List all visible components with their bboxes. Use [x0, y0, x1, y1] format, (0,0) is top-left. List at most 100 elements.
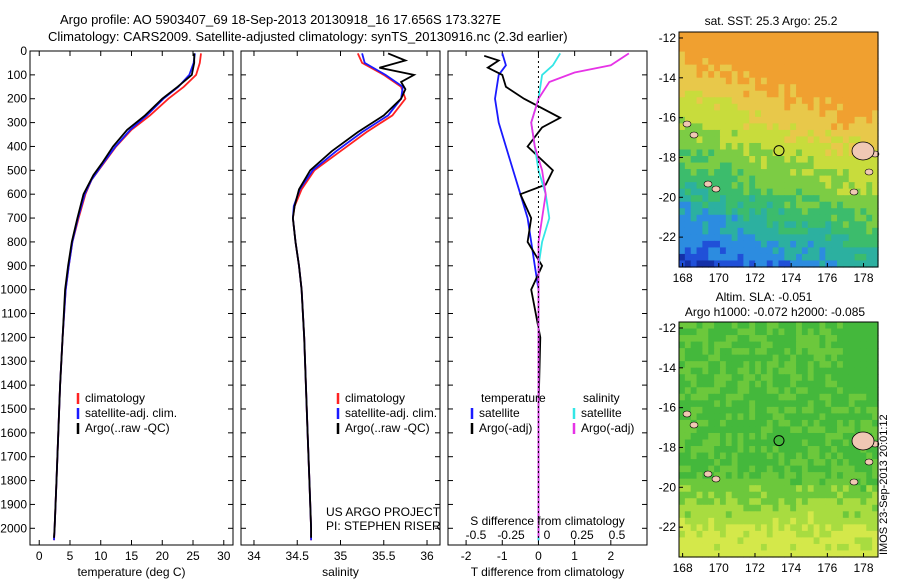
sla_map-island-large: [851, 431, 875, 451]
sst_map-cell: [772, 214, 780, 222]
sla_map-cell: [760, 387, 768, 395]
sla_map-cell: [708, 491, 715, 499]
sla_map-cell: [760, 419, 768, 428]
sla_map-cell: [714, 387, 721, 395]
sal-legend-label: Argo(..raw -QC): [345, 421, 430, 435]
sst_map-cell: [872, 51, 879, 59]
sla_map-cell: [696, 426, 704, 434]
sst_map-cell: [837, 240, 844, 249]
sla_map-cell: [679, 478, 686, 486]
sst_map-cell: [790, 45, 797, 53]
sla_map-cell: [854, 543, 862, 552]
sla_map-cell: [696, 341, 704, 349]
sst_map-cell: [807, 208, 815, 216]
sst_map-cell: [696, 169, 704, 177]
sst_map-cell: [749, 214, 756, 222]
sst_map-cell: [872, 142, 879, 151]
sst_map-cell: [837, 260, 844, 268]
sla_map-cell: [690, 446, 698, 454]
sla_map-cell: [719, 517, 727, 525]
sst_map-cell: [848, 136, 856, 144]
sst_map-cell: [778, 77, 785, 85]
sla_map-cell: [807, 406, 815, 414]
sst_map-cell: [842, 162, 850, 170]
sst_map-cell: [860, 195, 867, 203]
sst_map-cell: [755, 188, 762, 196]
sla_map-cell: [760, 432, 768, 441]
sla_map-cell: [842, 426, 850, 434]
sla_map-cell: [684, 459, 692, 467]
sla_map-cell: [872, 478, 879, 486]
sla_map-cell: [819, 393, 826, 401]
salinity-xtick-label: 35.5: [372, 549, 396, 563]
sla_map-cell: [702, 361, 709, 369]
sla_map-cell: [831, 465, 838, 473]
sst_map-cell: [684, 51, 692, 59]
sst_map-cell: [696, 110, 704, 118]
sla_map-cell: [690, 517, 698, 525]
sst_map-cell: [825, 214, 832, 222]
sst_map-cell: [872, 156, 879, 164]
sla_map-cell: [872, 432, 879, 441]
sla_map-cell: [784, 367, 791, 375]
sst_map-cell: [854, 136, 862, 144]
sst_map-cell: [825, 51, 832, 59]
sla_map-cell: [737, 524, 744, 532]
sla_map-cell: [708, 446, 715, 454]
sst_map-cell: [696, 123, 704, 131]
sst_map-cell: [819, 221, 826, 229]
sla_map-cell: [714, 504, 721, 512]
sla_map-cell: [819, 380, 826, 388]
differences-xlabel: T difference from climatology: [471, 565, 625, 579]
sla_map-cell: [743, 322, 750, 330]
sst_map-cell: [819, 97, 826, 105]
sla_map-cell: [778, 504, 785, 512]
sla_map-cell: [772, 354, 780, 362]
sla_map-cell: [743, 432, 750, 441]
sla_map-cell: [807, 335, 815, 343]
sst_map-cell: [755, 64, 762, 72]
sst_map-cell: [679, 175, 686, 183]
sst_map-cell: [796, 51, 803, 59]
sst_map-cell: [831, 90, 838, 98]
sst_map-cell: [796, 234, 803, 242]
sla_map-cell: [819, 400, 826, 408]
sla_map-cell: [842, 491, 850, 499]
sst_map-cell: [760, 84, 768, 92]
sla_map-cell: [842, 452, 850, 460]
sst_map-cell: [842, 169, 850, 177]
sla_map-cell: [749, 406, 756, 414]
sst_map-cell: [866, 32, 873, 40]
sla_map-cell: [842, 419, 850, 428]
sla_map-cell: [848, 406, 856, 414]
sla_map-cell: [760, 406, 768, 414]
sst_map-cell: [866, 64, 873, 72]
sla_map-cell: [813, 550, 821, 558]
sla_map-cell: [784, 426, 791, 434]
sla_map-cell: [848, 387, 856, 395]
sst_map-cell: [684, 175, 692, 183]
sst_map-cell: [872, 129, 879, 138]
sla_map-cell: [848, 400, 856, 408]
sla_map-cell: [854, 393, 862, 401]
sla_map-cell: [825, 426, 832, 434]
sst_map-cell: [702, 32, 709, 40]
sla_map-cell: [872, 530, 879, 539]
sst_map-cell: [714, 32, 721, 40]
sla_map-cell: [719, 387, 727, 395]
sla_map-cell: [784, 361, 791, 369]
sst_map-cell: [837, 162, 844, 170]
sla_map-cell: [755, 400, 762, 408]
sla_map-cell: [708, 524, 715, 532]
sst_map-cell: [684, 90, 692, 98]
sla_map-cell: [766, 361, 774, 369]
sla_map-island: [689, 421, 699, 429]
sst_map-cell: [837, 110, 844, 118]
sst_map-cell: [725, 221, 733, 229]
sla_map-cell: [731, 393, 739, 401]
sst_map-cell: [796, 110, 803, 118]
sla_map-cell: [837, 543, 844, 552]
sst_map-cell: [831, 227, 838, 235]
sla_map-cell: [772, 367, 780, 375]
sst_map-cell: [866, 175, 873, 183]
